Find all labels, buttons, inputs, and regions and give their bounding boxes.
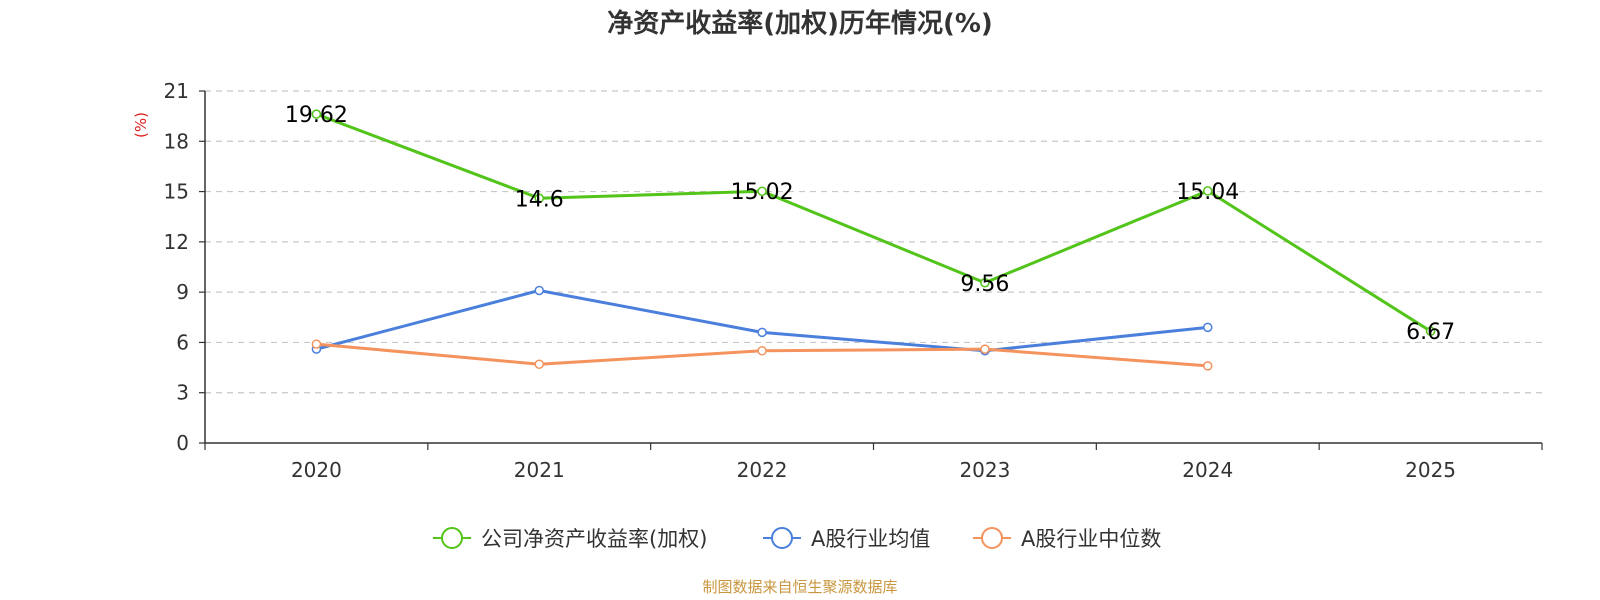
data-labels: 19.62 14.6 15.02 9.56 15.04 6.67 [285,103,1455,345]
data-point [1203,322,1213,333]
y-tick-label: 3 [176,381,189,405]
data-point [534,285,544,296]
legend-item-0[interactable]: 公司净资产收益率(加权) [433,527,707,551]
data-point [757,186,767,196]
data-label: 9.56 [960,272,1009,297]
data-point [1425,326,1436,336]
series-0 [311,109,1436,336]
y-tick-label: 15 [164,180,189,204]
data-point [534,193,544,204]
data-point [311,109,322,119]
data-label: 14.6 [515,187,564,212]
axes: 0 3 6 9 12 15 18 21 2020 2021 2022 2023 2024 2025 [164,79,1543,482]
x-tick-label: 2023 [959,458,1010,482]
y-tick-label: 21 [164,79,189,103]
y-tick-label: 0 [176,431,189,455]
series-lines [311,109,1436,371]
data-label: 15.04 [1176,180,1239,205]
legend-label: A股行业中位数 [1021,527,1161,551]
source-note: 制图数据来自恒生聚源数据库 [702,578,897,596]
x-tick-label: 2020 [291,458,342,482]
series-1 [311,285,1213,356]
legend[interactable]: 公司净资产收益率(加权) A股行业均值 A股行业中位数 [433,527,1161,551]
series-line [316,288,1208,353]
legend-label: 公司净资产收益率(加权) [481,527,707,551]
legend-marker [771,527,793,549]
data-point [757,327,767,338]
data-point [757,346,767,356]
x-tick-label: 2021 [514,458,565,482]
data-point [1203,361,1213,371]
data-label: 6.67 [1406,320,1455,345]
chart-title: 净资产收益率(加权)历年情况(%) [607,8,993,39]
y-tick-label: 12 [164,230,189,254]
legend-item-2[interactable]: A股行业中位数 [973,527,1161,551]
data-point [980,278,990,288]
legend-label: A股行业均值 [811,527,930,551]
x-tick-label: 2025 [1405,458,1456,482]
legend-item-1[interactable]: A股行业均值 [763,527,930,551]
data-label: 19.62 [285,103,348,128]
gridlines [205,90,1542,394]
data-point [1203,186,1213,196]
legend-marker [441,527,463,549]
y-tick-label: 9 [176,280,189,304]
data-point [980,344,990,354]
data-point [534,359,544,369]
y-tick-label: 18 [164,129,189,153]
data-label: 15.02 [731,180,794,205]
data-point [311,339,322,349]
x-tick-label: 2022 [737,458,788,482]
y-axis-label: (%) [132,112,150,138]
series-2 [311,339,1213,371]
x-tick-label: 2024 [1182,458,1233,482]
series-line [315,112,1432,333]
legend-marker [981,527,1003,549]
y-tick-label: 6 [176,330,189,354]
